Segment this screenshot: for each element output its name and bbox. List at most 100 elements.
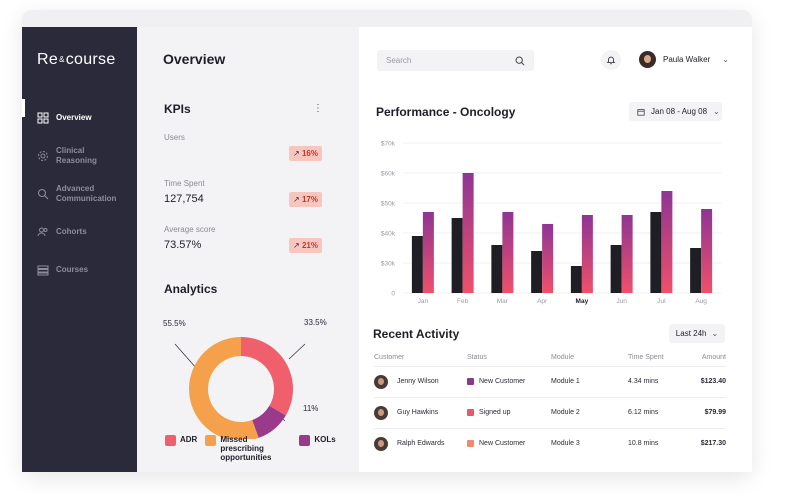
- bar-jul-series-b[interactable]: [661, 191, 673, 293]
- kpi-badge: ↗ 16%: [289, 146, 322, 161]
- time-filter-dropdown[interactable]: Last 24h ⌄: [669, 324, 725, 343]
- x-tick-label: Jan: [418, 298, 429, 305]
- bar-jun-series-a[interactable]: [610, 245, 622, 293]
- x-tick-label: Aug: [695, 298, 707, 305]
- column-header: Amount: [701, 354, 726, 362]
- column-header: Customer: [374, 354, 405, 362]
- app-logo[interactable]: Re&course: [37, 51, 116, 68]
- sidebar-item-overview[interactable]: Overview: [22, 99, 137, 137]
- donut-label-kols: 11%: [303, 404, 319, 413]
- x-tick-label: Feb: [457, 298, 469, 305]
- sidebar-item-label: Courses: [56, 265, 89, 274]
- table-row[interactable]: Ralph Edwards New Customer Module 3 10.8…: [374, 427, 726, 459]
- user-menu[interactable]: Paula Walker ⌄: [639, 51, 729, 68]
- module-cell: Module 3: [551, 427, 628, 459]
- sidebar-item-label: Overview: [56, 113, 92, 122]
- x-tick-label: Jul: [657, 298, 666, 305]
- amount-cell: $217.30: [688, 427, 726, 459]
- avatar: [374, 405, 388, 420]
- x-tick-label: Jun: [616, 298, 627, 305]
- donut-slice-missed-prescribing-opportunities[interactable]: [189, 337, 259, 439]
- time-cell: 10.8 mins: [628, 427, 688, 459]
- page-title: Overview: [163, 51, 226, 67]
- bar-jul-series-a[interactable]: [650, 212, 662, 293]
- kpi-badge: ↗ 21%: [289, 238, 322, 253]
- customer-name: Ralph Edwards: [397, 440, 445, 448]
- kpi-value: 73.57%: [164, 239, 202, 251]
- users-icon: [37, 226, 49, 238]
- donut-slice-adr[interactable]: [241, 337, 293, 416]
- chart-title: Performance - Oncology: [376, 105, 516, 119]
- analytics-donut: [174, 337, 306, 439]
- kpi-label: Time Spent: [164, 179, 205, 188]
- bar-jan-series-b[interactable]: [422, 212, 434, 293]
- sidebar-item-advanced-communication[interactable]: Advanced Communication: [22, 175, 137, 213]
- table-row[interactable]: Guy Hawkins Signed up Module 2 6.12 mins…: [374, 396, 726, 428]
- bar-feb-series-b[interactable]: [462, 173, 474, 293]
- kpis-title: KPIs: [164, 102, 191, 116]
- app-window: Re&course Overview Clinical Reasoning Ad…: [22, 27, 752, 472]
- donut-slice-kols[interactable]: [252, 405, 286, 438]
- main-panel: Search Paula Walker ⌄ Performance - Onco…: [359, 27, 752, 472]
- date-range-picker[interactable]: Jan 08 - Aug 08 ⌄: [629, 102, 722, 121]
- sidebar-item-label: Clinical Reasoning: [56, 146, 97, 165]
- leader-line: [174, 343, 198, 370]
- donut-label-missed: 55.5%: [163, 319, 186, 328]
- bar-jan-series-a[interactable]: [411, 236, 423, 293]
- calendar-icon: [637, 108, 645, 116]
- trend-up-icon: ↗: [293, 241, 300, 250]
- kpi-users: Users ↗ 16%: [164, 133, 322, 161]
- leader-line: [288, 343, 306, 360]
- trend-up-icon: ↗: [293, 149, 300, 158]
- bar-feb-series-a[interactable]: [451, 218, 463, 293]
- table-row[interactable]: Jenny Wilson New Customer Module 1 4.34 …: [374, 365, 726, 397]
- bar-mar-series-a[interactable]: [491, 245, 503, 293]
- y-tick-label: $70k: [381, 141, 396, 148]
- bar-apr-series-b[interactable]: [542, 224, 554, 293]
- sidebar-item-clinical-reasoning[interactable]: Clinical Reasoning: [22, 137, 137, 175]
- search-input[interactable]: Search: [377, 50, 534, 71]
- module-cell: Module 1: [551, 365, 628, 397]
- date-range-label: Jan 08 - Aug 08: [651, 107, 708, 116]
- kpi-label: Users: [164, 133, 185, 142]
- bar-may-series-b[interactable]: [581, 215, 593, 293]
- y-tick-label: 0: [391, 291, 395, 298]
- bar-aug-series-b[interactable]: [701, 209, 713, 293]
- column-header: Module: [551, 354, 574, 362]
- column-header: Time Spent: [628, 354, 664, 362]
- search-placeholder: Search: [386, 56, 412, 65]
- stack-icon: [37, 264, 49, 276]
- status-text: Signed up: [479, 409, 511, 416]
- y-tick-label: $40k: [381, 231, 396, 238]
- sidebar-item-cohorts[interactable]: Cohorts: [22, 213, 137, 251]
- x-tick-label: May: [576, 298, 589, 305]
- search-icon[interactable]: [515, 56, 525, 66]
- trend-up-icon: ↗: [293, 195, 300, 204]
- sidebar-item-label: Cohorts: [56, 227, 87, 236]
- bar-apr-series-a[interactable]: [531, 251, 543, 293]
- bar-mar-series-b[interactable]: [502, 212, 514, 293]
- module-cell: Module 2: [551, 396, 628, 428]
- y-tick-label: $50k: [381, 201, 396, 208]
- notification-button[interactable]: [601, 50, 621, 70]
- donut-label-adr: 33.5%: [304, 318, 327, 327]
- bar-aug-series-a[interactable]: [690, 248, 702, 293]
- donut-legend: ADR Missed prescribing opportunities KOL…: [165, 435, 336, 462]
- bar-jun-series-b[interactable]: [621, 215, 633, 293]
- avatar: [374, 374, 388, 389]
- legend-item-kols: KOLs: [299, 435, 336, 446]
- y-tick-label: $30k: [381, 261, 396, 268]
- kpi-average-score: Average score 73.57% ↗ 21%: [164, 225, 322, 253]
- time-filter-label: Last 24h: [675, 329, 707, 338]
- chevron-down-icon: ⌄: [711, 329, 719, 338]
- grid-icon: [37, 112, 49, 124]
- column-header: Status: [467, 354, 487, 362]
- more-menu-icon[interactable]: ⋮: [313, 103, 323, 114]
- user-name: Paula Walker: [663, 55, 711, 64]
- sidebar-item-courses[interactable]: Courses: [22, 251, 137, 289]
- time-cell: 6.12 mins: [628, 396, 688, 428]
- sidebar-nav: Overview Clinical Reasoning Advanced Com…: [22, 99, 137, 289]
- status-dot: [467, 378, 474, 385]
- bar-may-series-a[interactable]: [570, 266, 582, 293]
- legend-item-missed: Missed prescribing opportunities: [205, 435, 291, 462]
